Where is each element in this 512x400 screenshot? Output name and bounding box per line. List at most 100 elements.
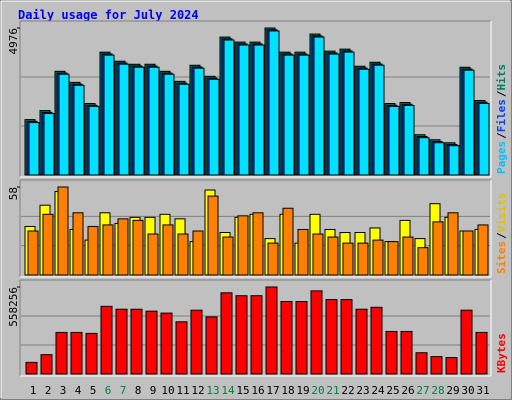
- bar: [145, 310, 158, 375]
- bar: [55, 331, 68, 375]
- bar: [385, 330, 398, 375]
- x-tick-label: 3: [60, 384, 67, 397]
- bar: [372, 239, 384, 276]
- bar: [73, 84, 85, 176]
- x-tick-label: 1: [30, 384, 37, 397]
- legend: Sites /Visits: [495, 193, 508, 275]
- bar: [312, 233, 324, 276]
- bar: [103, 54, 115, 176]
- bar: [295, 301, 308, 375]
- bar: [355, 308, 368, 375]
- legend-entry: Pages: [495, 141, 508, 174]
- x-tick-label: 19: [296, 384, 309, 397]
- bar: [222, 236, 234, 276]
- bar: [358, 68, 370, 176]
- x-tick-label: 5: [90, 384, 97, 397]
- bar: [252, 212, 264, 276]
- bar: [328, 53, 340, 176]
- bar: [310, 290, 323, 375]
- bar: [177, 233, 189, 276]
- x-tick-label: 21: [326, 384, 339, 397]
- x-tick-label: 9: [150, 384, 157, 397]
- bar: [282, 207, 294, 276]
- bar: [85, 332, 98, 375]
- bar: [280, 301, 293, 375]
- x-tick-label: 16: [251, 384, 264, 397]
- bar: [417, 247, 429, 276]
- x-tick-label: 28: [431, 384, 444, 397]
- x-tick-label: 25: [386, 384, 399, 397]
- bar: [432, 221, 444, 276]
- bar: [327, 236, 339, 276]
- bar: [207, 195, 219, 276]
- bar: [297, 228, 309, 276]
- bar: [148, 66, 160, 176]
- legend-separator: /: [495, 232, 508, 239]
- bar: [237, 215, 249, 276]
- bar: [460, 309, 473, 375]
- bar: [313, 36, 325, 176]
- bar: [447, 212, 459, 276]
- bar: [462, 230, 474, 276]
- bar: [102, 224, 114, 276]
- bar: [433, 142, 445, 176]
- x-tick-label: 27: [416, 384, 429, 397]
- x-tick-label: 12: [191, 384, 204, 397]
- bar: [388, 105, 400, 176]
- x-tick-label: 18: [281, 384, 294, 397]
- bar: [342, 242, 354, 276]
- bar: [387, 241, 399, 276]
- bar: [87, 225, 99, 276]
- bar: [418, 137, 430, 176]
- bar: [117, 218, 129, 276]
- bar: [343, 51, 355, 176]
- bar: [118, 63, 130, 176]
- x-tick-label: 26: [401, 384, 414, 397]
- bar: [283, 54, 295, 176]
- bar: [403, 104, 415, 176]
- bar: [448, 145, 460, 176]
- bar: [42, 213, 54, 276]
- bar: [400, 330, 413, 375]
- bar: [25, 361, 38, 375]
- bar: [115, 308, 128, 375]
- bar: [430, 356, 443, 375]
- bar: [267, 242, 279, 276]
- bar: [190, 309, 203, 375]
- legend-separator: /: [495, 132, 508, 139]
- bar: [223, 39, 235, 176]
- bar: [100, 305, 113, 375]
- bar: [253, 44, 265, 176]
- bar: [70, 331, 83, 375]
- bar: [88, 105, 100, 176]
- bar: [205, 316, 218, 375]
- legend-entry: Files: [495, 99, 508, 132]
- bar: [162, 224, 174, 276]
- legend-entry: Hits: [495, 64, 508, 91]
- legend-separator: /: [495, 90, 508, 97]
- bar: [147, 233, 159, 276]
- bar: [58, 73, 70, 176]
- x-tick-label: 20: [311, 384, 324, 397]
- x-tick-label: 4: [75, 384, 82, 397]
- bar: [192, 230, 204, 276]
- x-tick-label: 8: [135, 384, 142, 397]
- bar: [268, 30, 280, 176]
- x-tick-label: 13: [206, 384, 219, 397]
- bar: [250, 295, 263, 375]
- chart-title: Daily usage for July 2024: [18, 8, 199, 22]
- bar: [370, 306, 383, 375]
- bar: [57, 186, 69, 276]
- bar: [477, 224, 489, 276]
- bar: [463, 69, 475, 176]
- x-tick-label: 11: [176, 384, 189, 397]
- x-tick-label: 31: [476, 384, 489, 397]
- bar: [208, 78, 220, 176]
- x-tick-label: 23: [356, 384, 369, 397]
- y-tick-label: 58: [7, 187, 20, 200]
- x-tick-label: 10: [161, 384, 174, 397]
- x-tick-label: 24: [371, 384, 385, 397]
- x-tick-label: 15: [236, 384, 249, 397]
- bar: [133, 66, 145, 176]
